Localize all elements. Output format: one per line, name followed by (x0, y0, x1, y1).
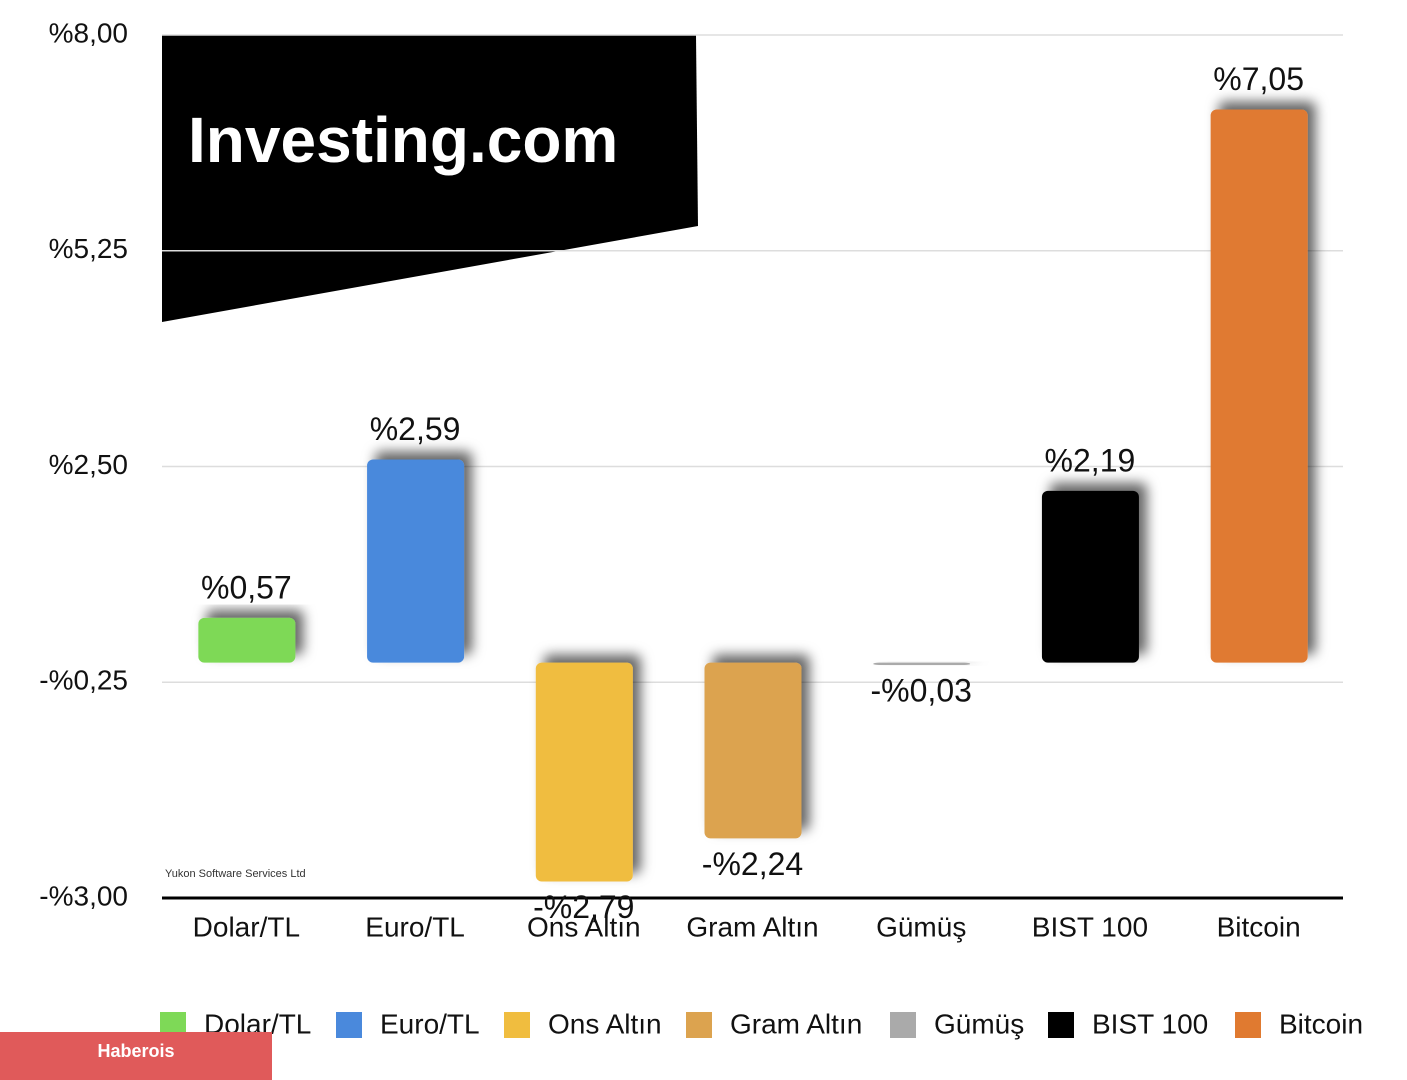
y-tick-label: %2,50 (49, 449, 128, 480)
x-tick-label: Gümüş (876, 911, 966, 942)
bar (873, 662, 971, 665)
value-label: %2,19 (1045, 442, 1136, 478)
x-tick-label: Dolar/TL (193, 911, 300, 942)
y-tick-label: %8,00 (49, 17, 128, 48)
x-tick-label: Ons Altın (527, 911, 641, 942)
x-tick-label: Bitcoin (1217, 911, 1301, 942)
source: Haberois (97, 1041, 174, 1061)
legend-label: Euro/TL (380, 1008, 480, 1039)
legend-swatch (890, 1012, 916, 1038)
bar (535, 662, 633, 882)
legend-item: Bitcoin (1235, 1008, 1363, 1039)
value-label: %2,59 (370, 411, 461, 447)
legend-swatch (1235, 1012, 1261, 1038)
value-label: -%0,03 (871, 672, 972, 708)
bar (367, 459, 465, 663)
legend-label: Bitcoin (1279, 1008, 1363, 1039)
bar (704, 662, 802, 839)
y-tick-label: -%3,00 (39, 880, 128, 911)
credit: Yukon Software Services Ltd (165, 868, 306, 880)
legend-item: Gram Altın (686, 1008, 862, 1039)
y-tick-label: %5,25 (49, 233, 128, 264)
legend-label: BIST 100 (1092, 1008, 1208, 1039)
x-tick-label: Gram Altın (686, 911, 818, 942)
logo: Investing.com (188, 104, 618, 176)
x-tick-label: Euro/TL (365, 911, 465, 942)
legend-item: Gümüş (890, 1008, 1024, 1039)
legend-swatch (504, 1012, 530, 1038)
legend-item: Euro/TL (336, 1008, 480, 1039)
value-label: -%2,24 (702, 846, 803, 882)
legend-swatch (1048, 1012, 1074, 1038)
legend-label: Ons Altın (548, 1008, 662, 1039)
source-banner (0, 1032, 272, 1080)
legend-item: BIST 100 (1048, 1008, 1208, 1039)
value-label: -%2,79 (533, 889, 634, 925)
x-tick-label: BIST 100 (1032, 911, 1148, 942)
bar (1041, 490, 1139, 663)
bar (198, 617, 296, 663)
legend-swatch (686, 1012, 712, 1038)
logo-banner (162, 35, 698, 322)
legend-label: Gram Altın (730, 1008, 862, 1039)
legend-item: Ons Altın (504, 1008, 662, 1039)
y-tick-label: -%0,25 (39, 665, 128, 696)
value-label: %0,57 (201, 569, 292, 605)
bar (1210, 109, 1308, 663)
legend-label: Gümüş (934, 1008, 1024, 1039)
legend-swatch (336, 1012, 362, 1038)
value-label: %7,05 (1213, 61, 1304, 97)
plot: -%3,00 -%0,25 %2,50 %5,25 %8,00 %0,57 Dolar/TL… (39, 17, 1363, 1039)
